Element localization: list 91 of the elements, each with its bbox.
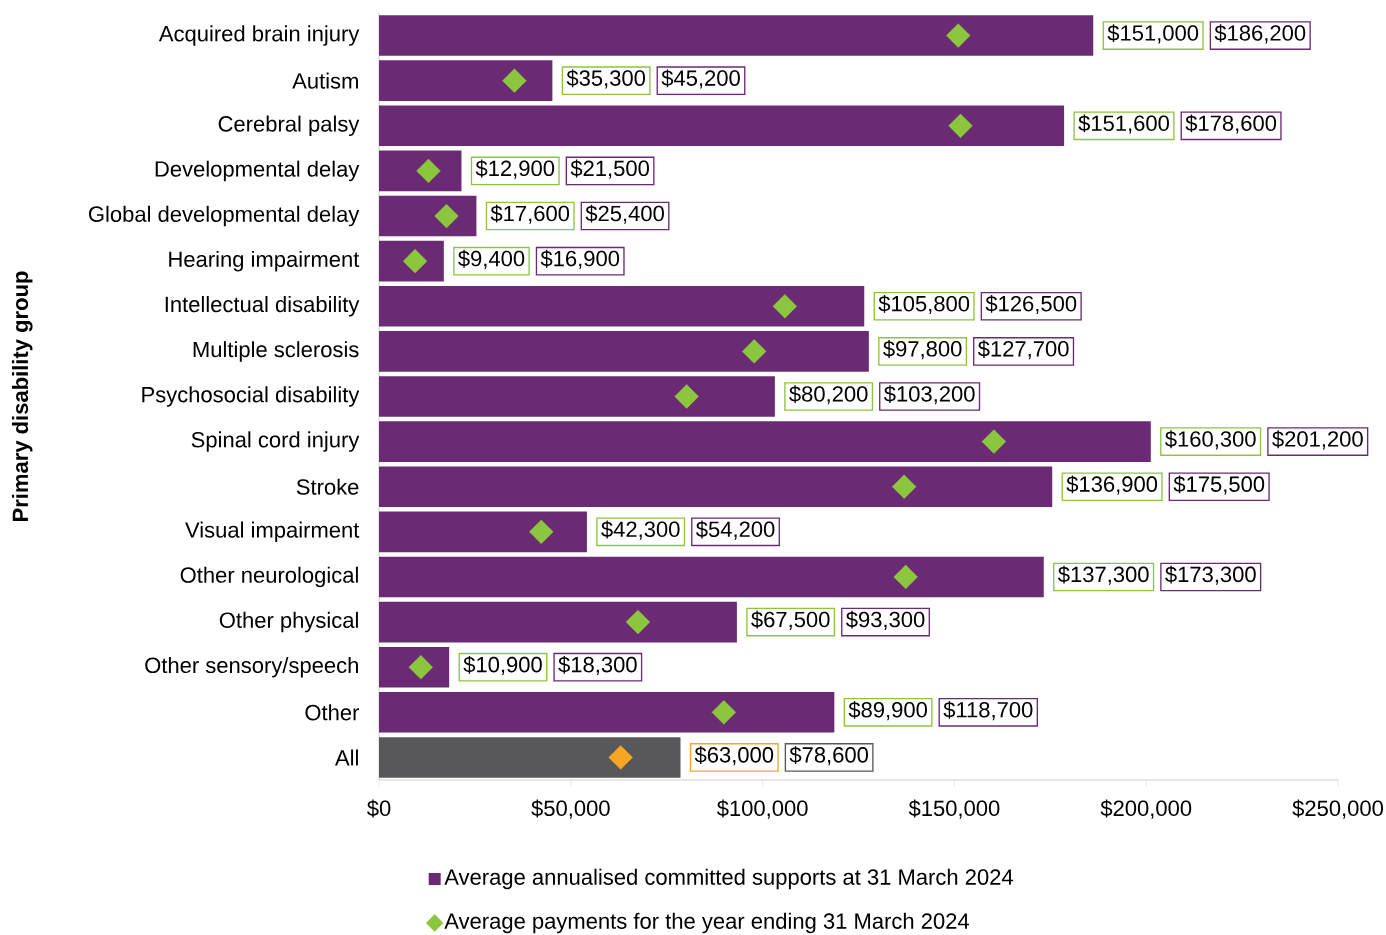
annotation: $80,200	[789, 385, 868, 405]
point	[502, 68, 527, 93]
bar	[379, 195, 477, 237]
annotation: $78,600	[789, 746, 869, 766]
y-tick-label: Other	[305, 704, 360, 721]
point	[711, 700, 737, 725]
annotation: $160,300	[1165, 430, 1256, 450]
annotation: $63,000	[694, 746, 774, 766]
point	[529, 519, 554, 544]
annotation: $21,500	[570, 159, 649, 179]
annotation: $173,300	[1165, 565, 1256, 585]
x-tick-label: $250,000	[1292, 799, 1383, 819]
y-tick-label: Acquired brain injury	[158, 25, 360, 46]
annotation: $12,900	[475, 159, 555, 179]
bar	[379, 376, 775, 417]
y-tick-label: Developmental delay	[155, 160, 360, 182]
annotation: $67,500	[751, 610, 830, 630]
point	[892, 474, 917, 499]
annotation: $151,000	[1107, 24, 1199, 44]
bar	[379, 60, 553, 101]
point	[625, 609, 651, 635]
annotation: $89,900	[848, 701, 927, 721]
legend-label: Average annualised committed supports at 31 March 2024	[444, 868, 1013, 890]
y-tick-label: All	[335, 749, 358, 766]
annotation: $42,300	[601, 520, 680, 540]
y-tick-label: Other sensory/speech	[145, 656, 358, 678]
annotation: $137,300	[1058, 565, 1149, 585]
point	[402, 249, 428, 274]
point	[608, 745, 633, 770]
point	[674, 384, 699, 409]
annotation: $178,600	[1185, 114, 1277, 134]
annotation: $25,400	[585, 204, 664, 224]
y-axis-title: Primary disability group	[11, 271, 33, 521]
annotation: $105,800	[878, 294, 970, 315]
bar	[379, 601, 737, 643]
x-tick-label: $0	[367, 799, 391, 818]
annotation: $127,700	[977, 340, 1069, 360]
x-tick-label: $100,000	[716, 799, 808, 819]
y-tick-label: Intellectual disability	[165, 296, 360, 317]
bar	[379, 421, 1151, 462]
annotation: $16,900	[540, 249, 620, 269]
point	[772, 294, 797, 319]
y-tick-label: Global developmental delay	[89, 205, 360, 227]
point	[946, 23, 971, 48]
annotation: $151,600	[1078, 114, 1169, 134]
y-tick-label: Hearing impairment	[169, 250, 360, 272]
point	[893, 564, 918, 590]
annotation: $9,400	[458, 249, 525, 269]
bar	[379, 556, 1044, 598]
annotation: $35,300	[566, 69, 646, 89]
point	[981, 429, 1007, 454]
y-tick-label: Other physical	[219, 611, 358, 633]
y-tick-label: Autism	[292, 72, 358, 89]
bar	[379, 105, 1065, 147]
annotation: $93,300	[845, 610, 925, 630]
annotation: $201,200	[1272, 430, 1363, 450]
y-tick-label: Stroke	[296, 478, 359, 495]
annotation: $18,300	[558, 655, 637, 676]
point	[742, 339, 767, 364]
x-tick-label: $50,000	[531, 799, 610, 819]
point	[434, 203, 459, 229]
bar	[379, 692, 835, 733]
annotation: $136,900	[1066, 475, 1158, 495]
y-tick-label: Other neurological	[180, 566, 358, 588]
y-tick-label: Cerebral palsy	[218, 115, 360, 137]
annotation: $126,500	[985, 294, 1077, 315]
bar	[379, 737, 681, 778]
point	[948, 113, 973, 138]
bar	[379, 285, 865, 327]
annotation: $175,500	[1173, 475, 1265, 495]
bar	[379, 466, 1053, 508]
bar	[379, 331, 869, 372]
x-tick-label: $150,000	[908, 799, 1000, 819]
annotation: $54,200	[696, 520, 775, 540]
bar	[379, 511, 587, 553]
annotation: $118,700	[943, 701, 1033, 721]
y-tick-label: Spinal cord injury	[191, 431, 360, 452]
annotation: $17,600	[490, 204, 570, 224]
legend-label: Average payments for the year ending 31 March 2024	[444, 912, 969, 934]
y-tick-label: Visual impairment	[185, 521, 360, 543]
point	[408, 655, 433, 680]
point	[416, 158, 441, 184]
bar	[379, 15, 1094, 56]
annotation: $97,800	[883, 340, 962, 360]
y-tick-label: Psychosocial disability	[142, 386, 360, 407]
annotation: $186,200	[1214, 24, 1306, 44]
annotation: $10,900	[463, 655, 542, 676]
annotation: $45,200	[661, 69, 740, 89]
annotation: $103,200	[883, 385, 975, 405]
y-tick-label: Multiple sclerosis	[193, 341, 359, 362]
x-tick-label: $200,000	[1100, 799, 1192, 819]
